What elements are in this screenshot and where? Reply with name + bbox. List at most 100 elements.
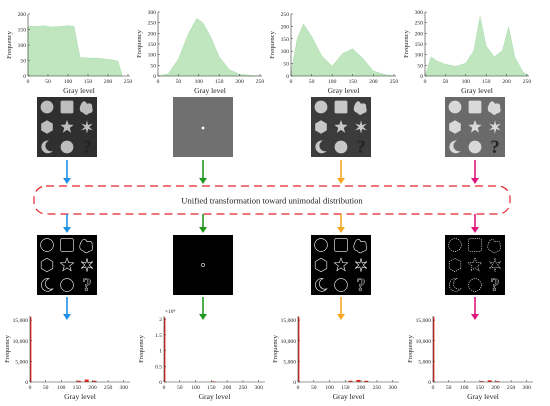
arrows-to-transform	[63, 160, 479, 184]
x-axis-label: Gray level	[194, 86, 226, 95]
input-images: ???	[37, 97, 505, 158]
x-tick-label: 100	[462, 79, 471, 85]
x-tick-label: 150	[349, 79, 358, 85]
output-image-2	[173, 235, 233, 295]
histogram-bar	[76, 380, 81, 382]
arrow-down-2	[199, 214, 207, 233]
y-tick-label: 50	[20, 59, 26, 65]
x-tick-label: 50	[446, 385, 452, 391]
y-tick-label: 10,000	[13, 339, 29, 345]
arrow-down-2	[199, 297, 207, 320]
banner-box	[33, 185, 511, 215]
histogram-area	[27, 25, 123, 77]
y-tick-label: 50	[150, 63, 156, 69]
x-tick-label: 50	[177, 385, 183, 391]
x-tick-label: 200	[104, 79, 113, 85]
x-tick-label: 100	[325, 385, 334, 391]
x-tick-label: 200	[357, 385, 366, 391]
x-tick-label: 250	[239, 385, 248, 391]
input-histogram-3: 0 50 100 150 200 250 0 50 100 150 200 250 Gray level…	[269, 12, 398, 95]
x-tick-label: 200	[502, 79, 511, 85]
y-tick-label: 200	[281, 24, 290, 30]
x-tick-label: 0	[432, 385, 435, 391]
x-axis-label: Gray level	[467, 392, 499, 401]
transformation-banner: Unified transformation toward unimodal d…	[33, 185, 511, 215]
x-tick-label: 100	[191, 385, 200, 391]
y-tick-label: 0	[25, 380, 28, 386]
svg-text:?: ?	[356, 137, 365, 158]
histogram-bar	[479, 381, 484, 382]
x-tick-label: 50	[309, 79, 315, 85]
output-image-1: ?	[37, 235, 97, 296]
y-tick-label: 5,000	[418, 359, 431, 365]
arrow-down-3	[337, 214, 345, 233]
x-tick-label: 100	[64, 79, 73, 85]
x-tick-label: 250	[373, 385, 382, 391]
input-image-3: ?	[311, 97, 371, 158]
input-image-4: ?	[445, 97, 505, 158]
x-tick-label: 250	[256, 79, 265, 85]
histogram-bar	[433, 316, 435, 382]
x-tick-label: 0	[424, 79, 427, 85]
y-tick-label: 150	[18, 28, 27, 34]
x-tick-label: 0	[27, 79, 30, 85]
y-tick-label: 50	[283, 62, 289, 68]
x-tick-label: 0	[29, 385, 32, 391]
banner-text: Unified transformation toward unimodal d…	[181, 196, 363, 206]
y-axis-label: Frequency	[6, 30, 13, 59]
x-tick-label: 300	[388, 385, 397, 391]
output-histogram-1: 0 5,000 10,000 15,000 0 50 100 150 200 250 300 Gray…	[4, 316, 130, 401]
y-tick-label: 100	[281, 49, 290, 55]
x-tick-label: 100	[57, 385, 66, 391]
y-tick-label: 150	[281, 37, 290, 43]
x-tick-label: 250	[124, 79, 133, 85]
histogram-bar	[487, 380, 492, 382]
svg-text:?: ?	[356, 275, 365, 296]
svg-text:?: ?	[490, 137, 499, 158]
x-tick-label: 100	[460, 385, 469, 391]
x-tick-label: 200	[88, 385, 97, 391]
input-image-2	[173, 97, 233, 157]
x-tick-label: 50	[176, 79, 182, 85]
arrows-to-output	[63, 214, 479, 233]
y-tick-label: 2	[159, 317, 162, 323]
arrow-down-1	[63, 214, 71, 233]
x-tick-label: 50	[443, 79, 449, 85]
y-tick-label: 0	[293, 380, 296, 386]
y-axis-label: Frequency	[407, 334, 414, 363]
y-tick-label: 0	[153, 74, 156, 80]
histogram-bar	[84, 379, 89, 382]
arrow-down-4	[471, 297, 479, 320]
histogram-bar	[211, 381, 216, 382]
histogram-bar	[30, 316, 32, 382]
x-tick-label: 0	[163, 385, 166, 391]
arrow-down-2	[199, 160, 207, 184]
svg-text:?: ?	[490, 275, 499, 296]
y-axis-label: Frequency	[136, 29, 143, 58]
x-tick-label: 100	[328, 79, 337, 85]
y-tick-label: 10,000	[281, 339, 297, 345]
arrow-down-4	[471, 160, 479, 184]
arrow-down-1	[63, 297, 71, 320]
x-tick-label: 250	[523, 79, 532, 85]
y-tick-label: 0	[286, 74, 289, 80]
y-tick-label: 0	[23, 74, 26, 80]
x-tick-label: 200	[491, 385, 500, 391]
y-tick-label: 5,000	[15, 359, 28, 365]
y-tick-label: 10,000	[416, 339, 432, 345]
y-tick-label: 0	[159, 380, 162, 386]
y-tick-label: 1.5	[155, 333, 162, 339]
x-axis-label: Gray level	[64, 392, 96, 401]
x-tick-label: 150	[73, 385, 82, 391]
arrow-down-3	[337, 160, 345, 184]
y-axis-label: Frequency	[4, 334, 11, 363]
y-tick-label: 5,000	[283, 359, 296, 365]
y-tick-label: 250	[148, 21, 157, 27]
x-tick-label: 100	[195, 79, 204, 85]
x-tick-label: 0	[297, 385, 300, 391]
histogram-bar	[364, 380, 369, 382]
output-images: ???	[37, 235, 505, 296]
y-tick-label: 250	[281, 12, 290, 18]
x-tick-label: 150	[341, 385, 350, 391]
